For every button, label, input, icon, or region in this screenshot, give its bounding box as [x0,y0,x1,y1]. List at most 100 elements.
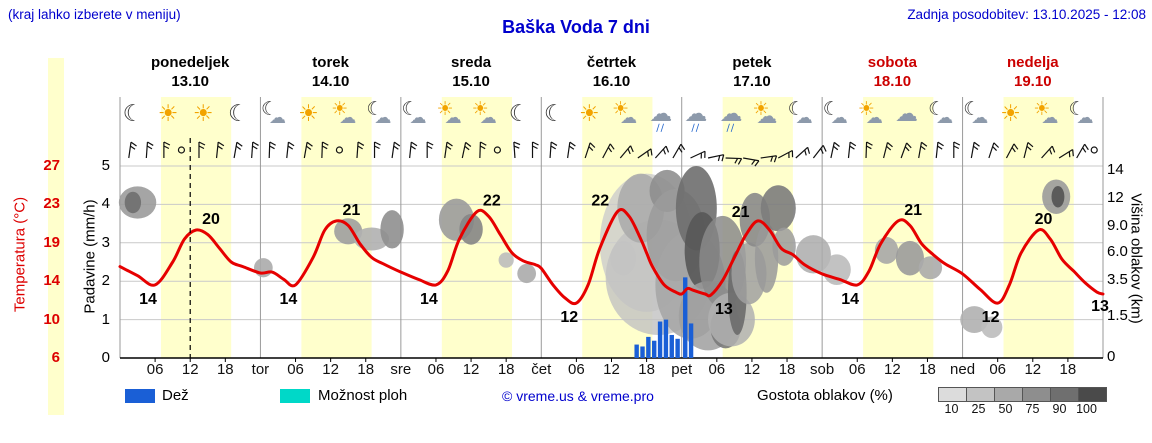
rain-bar [657,321,663,358]
rain-bar [634,344,639,358]
day-name: petek [732,54,772,71]
cloud-density-swatch [938,387,967,402]
cloud-blob [354,227,390,251]
cloud-icon: ☁ [479,108,497,128]
moon-icon: ☾ [401,98,419,120]
last-update: Zadnja posodobitev: 13.10.2025 - 12:08 [907,7,1146,22]
time-tick-label: 06 [287,361,304,378]
day-header-sobota: sobota 18.10 [812,53,972,91]
time-tick-label: 12 [322,361,339,378]
temp-tick-label: 19 [43,233,60,251]
rain-bar [640,346,645,358]
wind-barb-icon [356,141,365,159]
cloud-icon: ☁ [795,108,813,128]
cloud-height-tick-label: 6.0 [1107,243,1128,261]
wind-barb-icon [531,141,539,158]
day-header-torek: torek 14.10 [251,53,411,91]
wind-barb-icon [584,142,596,159]
copyright-link[interactable]: © vreme.us & vreme.pro [502,388,654,404]
wind-barb-icon [444,141,453,159]
wind-barb-icon [1076,143,1089,159]
wind-barb-icon [145,141,154,159]
cloud-density-scale: 10 25 50 75 90 100 [938,387,1107,416]
wind-barb-icon [900,142,912,159]
time-tick-label: 12 [1024,361,1042,378]
time-tick-label: 12 [884,361,901,378]
temp-value-label: 13 [715,301,733,318]
day-date: 17.10 [733,73,771,90]
weather-icon-sun-cloud: ☀ ☁ [857,100,887,134]
rain-bar [663,319,669,358]
cloud-density-gradient [938,387,1107,402]
sun-icon: ☀ [612,98,630,120]
time-tick-label: 18 [497,361,515,378]
day-date: 13.10 [171,73,209,90]
wind-barb-icon [707,154,725,162]
wind-barb-icon [567,141,576,159]
wind-barbs-row [128,141,1098,167]
weather-icon-cloud-moon: ☾ ☁ [822,100,852,134]
weather-icon-sun: ☀ [155,100,185,134]
left-accent-strip [48,58,64,415]
wind-barb-icon [777,149,794,159]
wind-barb-icon [1023,142,1034,159]
temp-tick-label: 23 [43,195,60,213]
rain-drops-icon: ∕∕ [691,123,701,134]
day-date: 14.10 [311,73,350,90]
weather-icon-sun-cloud: ☀ ☁ [330,100,360,134]
time-tick-label: 06 [989,361,1007,378]
wind-barb-icon [725,157,743,165]
sun-icon: ☀ [857,98,875,120]
temp-value-label: 20 [202,211,220,228]
precip-tick-label: 0 [101,349,110,366]
weather-icon-rain-cloud: ☁ ∕∕ [646,100,676,134]
weather-icon-moon: ☾ [506,100,536,134]
cloud-icon: ☁ [894,101,918,127]
rain-bar [669,334,674,358]
wind-barb-icon [619,145,634,159]
cloud-blob [960,306,989,334]
moon-icon: ☾ [1068,98,1086,120]
weather-icon-moon: ☾ [541,100,571,134]
moon-icon: ☾ [508,101,530,127]
day-abbrev-label: sob [810,361,835,378]
cloud-icon: ☁ [756,104,778,128]
time-tick-label: 12 [603,361,620,378]
wind-barb-icon [743,157,760,167]
cloud-height-tick-label: 14 [1107,160,1124,178]
time-tick-label: 18 [638,361,655,378]
sun-icon: ☀ [1000,101,1021,127]
weather-icon-cloud-sun: ☀ ☁ [752,100,782,134]
weather-icon-moon-cloud: ☾ ☁ [962,100,992,134]
day-date: 18.10 [873,73,912,90]
temperature-curve [118,208,1105,306]
cloud-icon: ☁ [1041,108,1059,128]
temp-tick-label: 6 [51,349,60,366]
wind-barb-icon [847,141,857,159]
temp-value-label: 20 [1035,211,1053,228]
cloud-blob [380,210,404,249]
temp-value-label: 21 [904,202,922,219]
temp-value-label: 14 [280,291,298,308]
cloud-density-scale-value: 100 [1076,402,1097,416]
cloud-height-tick-label: 0 [1107,347,1116,365]
weather-icon-sun: ☀ [190,100,220,134]
cloud-blob [124,191,142,214]
weather-icon-cloud-moon: ☾ ☁ [400,100,430,134]
wind-barb-icon [918,141,928,159]
cloud-blob [772,227,796,266]
time-tick-label: 06 [848,361,866,378]
rain-bar [646,336,651,358]
rain-drops-icon: ∕∕ [656,123,665,134]
rain-drops-icon: ∕∕ [726,123,736,134]
sun-icon: ☀ [471,98,489,120]
rain-legend-swatch [125,389,155,403]
weather-icon-sun-cloud: ☀ ☁ [1032,100,1062,134]
weather-icon-cloud-moon: ☾ ☁ [365,100,395,134]
wind-barb-icon [970,141,980,159]
wind-barb-icon [268,141,276,159]
menu-hint: (kraj lahko izberete v meniju) [8,7,181,22]
wind-barb-icon [321,141,329,159]
weather-icon-cloud-moon: ☾ ☁ [787,100,817,134]
moon-icon: ☾ [928,98,946,120]
